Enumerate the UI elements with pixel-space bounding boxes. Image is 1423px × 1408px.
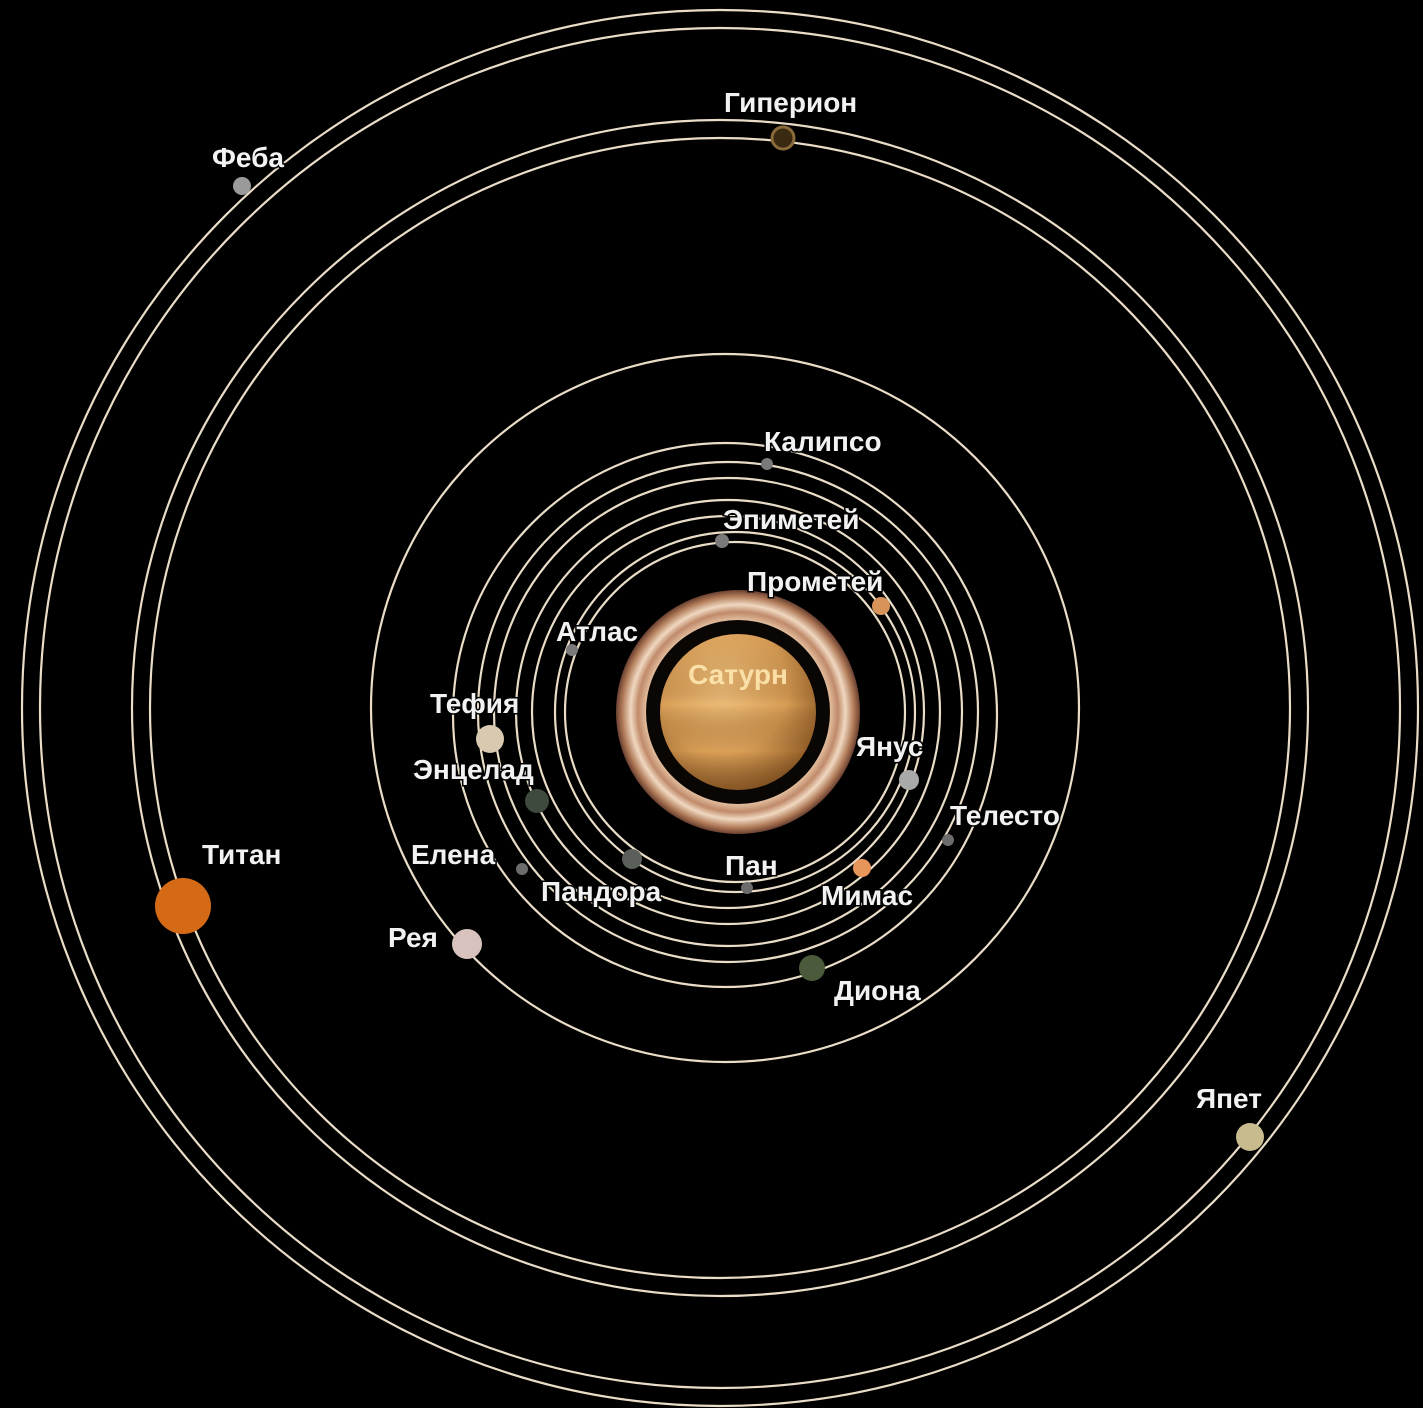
moon-mimas [853,859,871,877]
label-helene: Елена [411,839,496,870]
label-pandora: Пандора [541,876,662,907]
moon-titan [155,878,211,934]
orbit-iapetus-outer [20,8,1420,1408]
label-iapetus: Япет [1196,1083,1262,1114]
orbit-janus [553,530,917,894]
label-mimas: Мимас [821,880,913,911]
label-prometheus: Прометей [747,566,883,597]
label-rhea: Рея [388,922,438,953]
label-phoebe: Феба [212,142,284,173]
moon-tethys [476,725,504,753]
moon-dione [799,955,825,981]
orbit-mimas [530,514,926,910]
moon-telesto [942,834,954,846]
orbits [20,8,1420,1408]
label-calypso: Калипсо [764,426,882,457]
label-telesto: Телесто [950,800,1060,831]
label-dione: Диона [834,975,921,1006]
label-titan: Титан [202,839,281,870]
moon-iapetus [1236,1123,1264,1151]
moon-janus [899,770,919,790]
saturn: Сатурн [616,590,860,834]
moon-epimetheus [715,534,729,548]
orbit-iapetus-inner [38,26,1402,1390]
saturn-label: Сатурн [688,659,788,690]
moons [155,125,1264,1151]
orbit-tethys-outer [476,460,980,964]
orbit-tethys-inner [492,476,964,948]
moon-rhea [452,929,482,959]
moon-pandora [622,849,642,869]
orbit-titan-outer [130,118,1310,1298]
moon-enceladus [525,789,549,813]
orbit-prometheus [563,540,907,884]
orbit-enceladus [514,498,942,926]
moon-pan [741,882,753,894]
moon-hyperion [770,125,796,151]
label-tethys: Тефия [430,688,519,719]
moon-helene [516,863,528,875]
label-hyperion: Гиперион [724,87,857,118]
label-enceladus: Энцелад [413,754,534,785]
saturn-bands [660,634,816,790]
moon-atlas [566,644,578,656]
label-epimetheus: Эпиметей [723,504,859,535]
moon-prometheus [872,597,890,615]
moon-phoebe [233,177,251,195]
moon-labels: Феба Гиперион Калипсо Эпиметей Прометей … [201,86,1264,1116]
orbit-titan-inner [148,136,1292,1280]
label-pan: Пан [725,850,778,881]
label-atlas: Атлас [556,616,638,647]
moon-calypso [761,458,773,470]
label-janus: Янус [856,731,923,762]
orbit-dione [451,441,999,989]
orbit-rhea [369,352,1081,1064]
